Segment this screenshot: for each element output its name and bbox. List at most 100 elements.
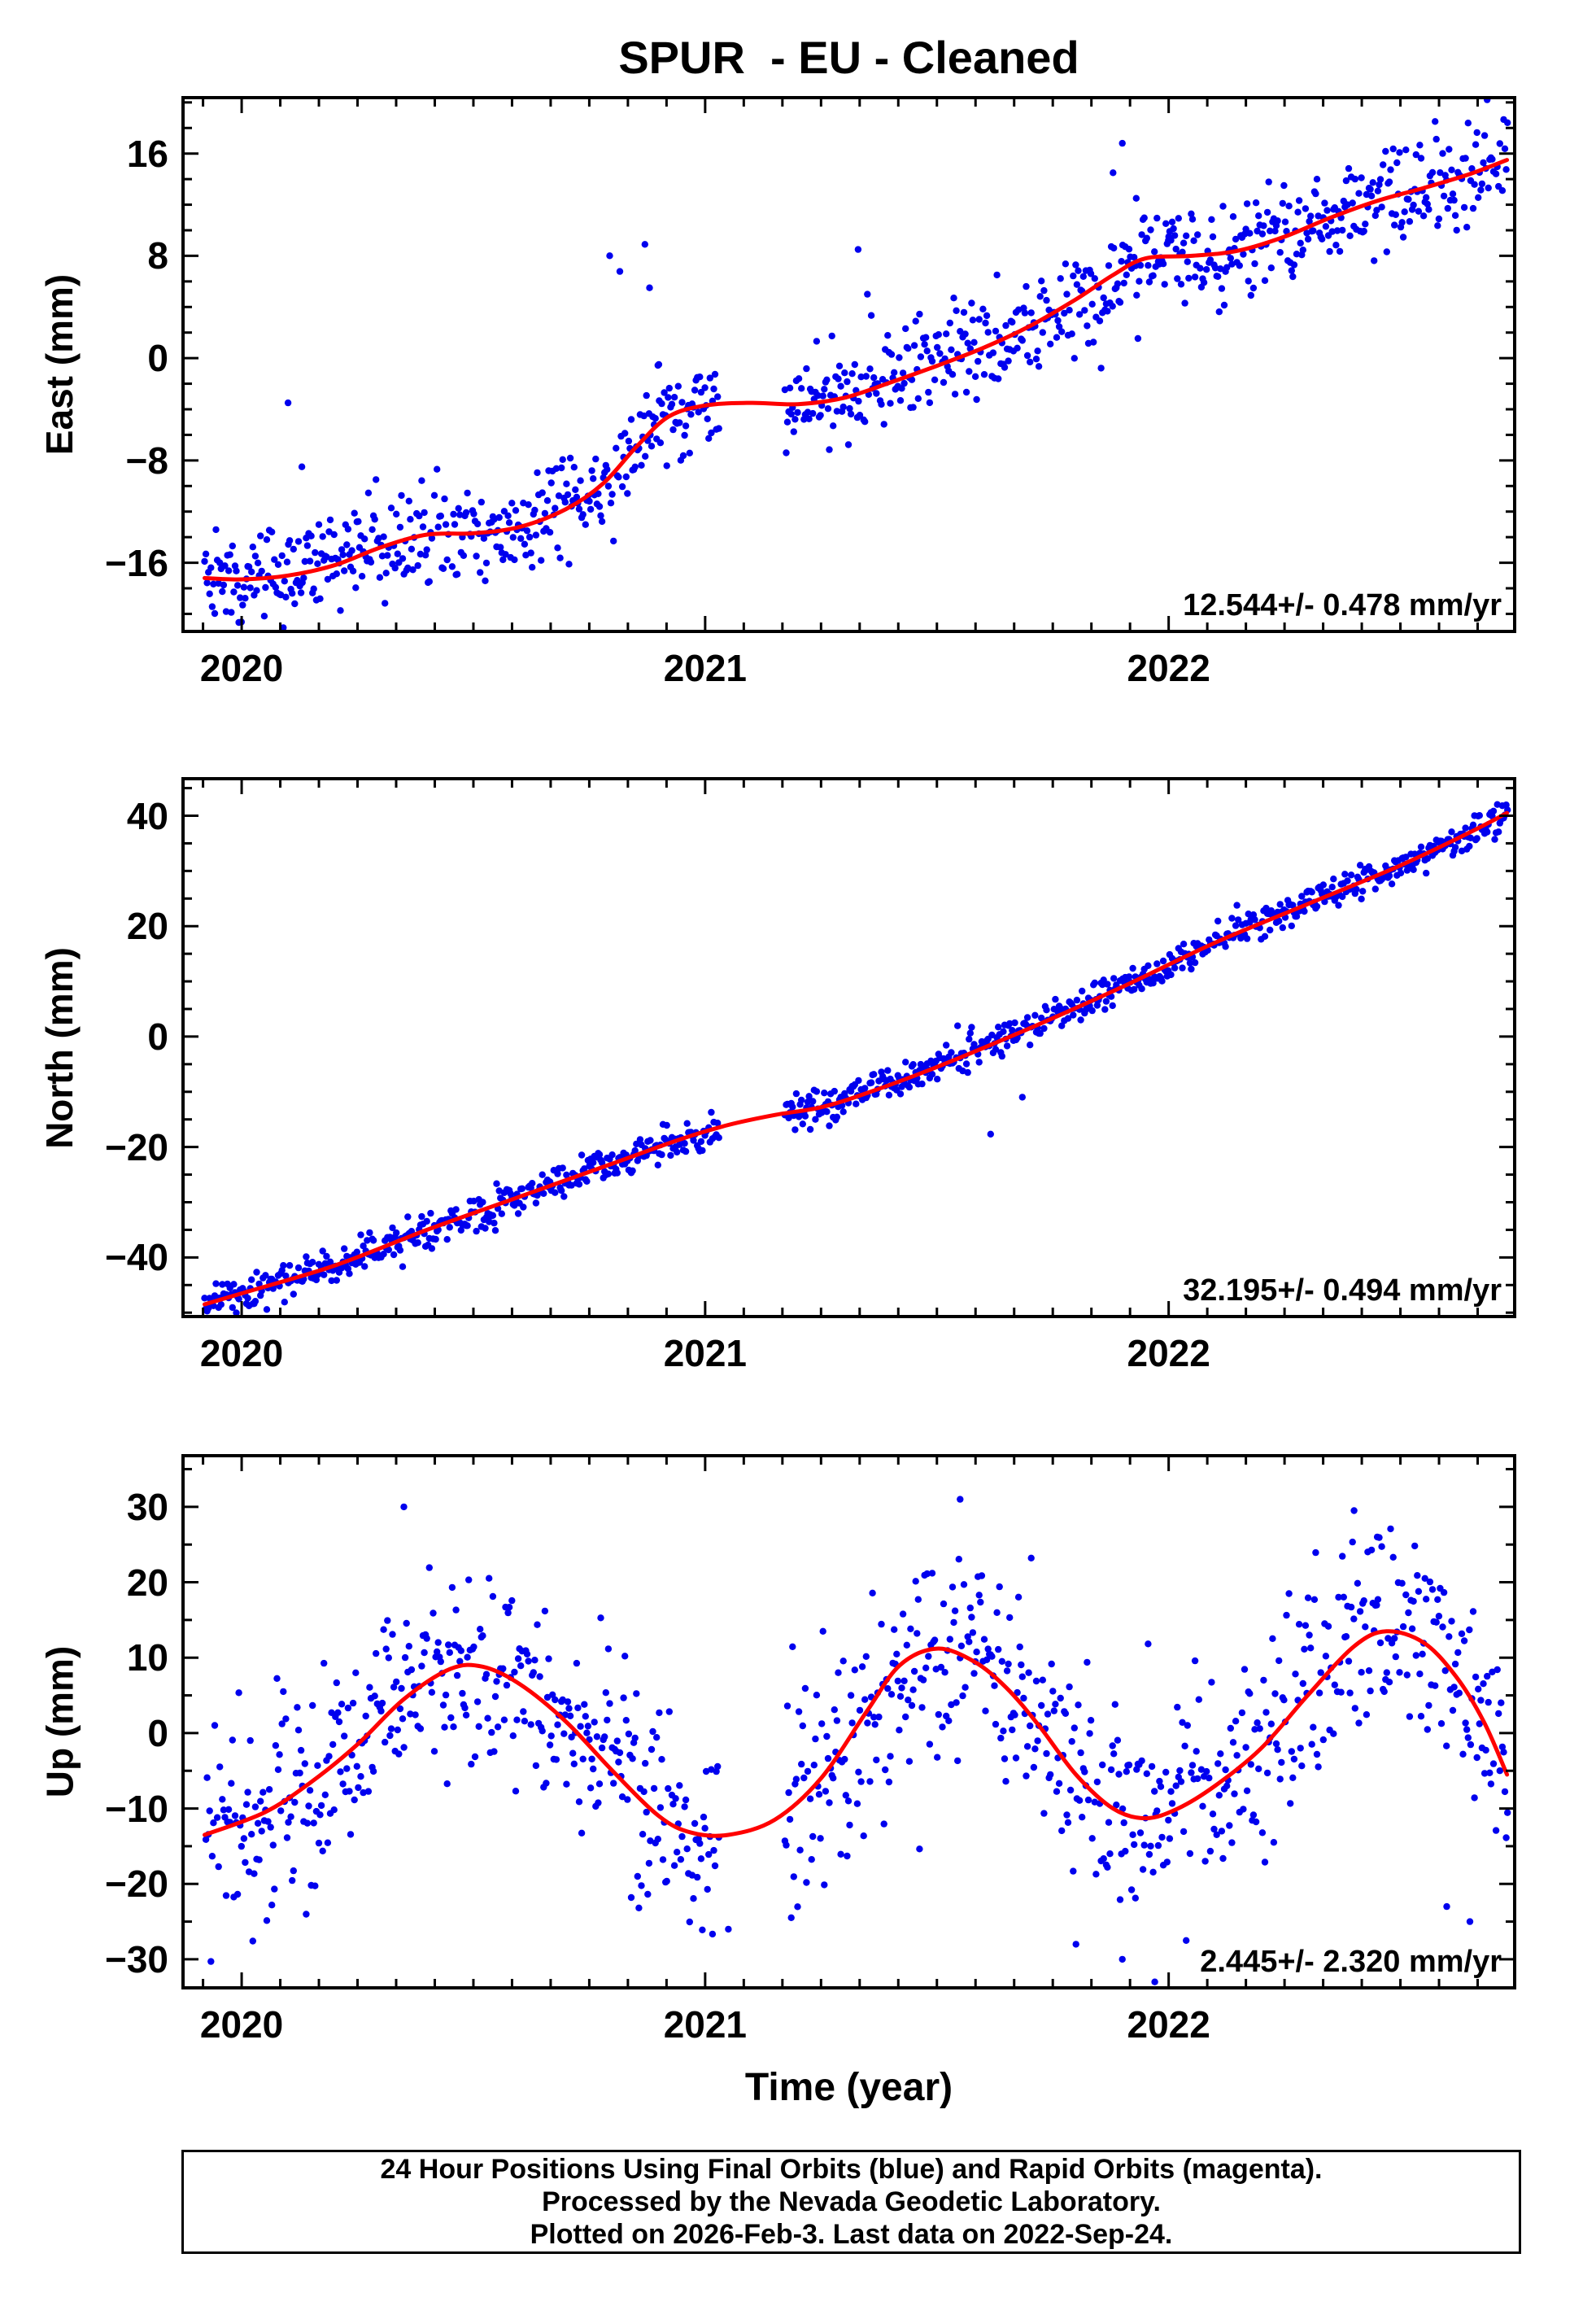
- data-point: [1249, 284, 1258, 292]
- data-point: [1258, 230, 1267, 238]
- data-point: [1005, 1660, 1012, 1668]
- footer-line-orbits: 24 Hour Positions Using Final Orbits (bl…: [380, 2153, 1323, 2185]
- data-point: [1263, 208, 1271, 216]
- data-point: [590, 1159, 597, 1166]
- data-point: [280, 1262, 287, 1269]
- data-point: [1123, 271, 1131, 278]
- data-point: [1371, 885, 1380, 893]
- data-point: [783, 449, 790, 456]
- data-point: [795, 1113, 803, 1120]
- data-point: [382, 570, 390, 577]
- data-point: [1346, 1689, 1354, 1697]
- data-point: [1484, 1672, 1491, 1680]
- data-point: [1290, 261, 1298, 269]
- data-point: [642, 452, 649, 460]
- data-point: [267, 1823, 274, 1831]
- data-point: [1289, 273, 1297, 281]
- data-point: [1063, 1811, 1071, 1819]
- data-point: [638, 1882, 645, 1889]
- data-point: [343, 541, 351, 548]
- data-point: [1222, 943, 1229, 950]
- data-point: [708, 429, 715, 437]
- data-point: [1174, 1703, 1181, 1711]
- data-point: [674, 382, 682, 390]
- data-point: [369, 1767, 377, 1775]
- data-point: [448, 1583, 456, 1592]
- data-point: [1391, 221, 1398, 229]
- data-point: [1424, 855, 1432, 863]
- data-point: [1489, 807, 1498, 815]
- data-point: [873, 1756, 880, 1764]
- data-point: [428, 1245, 436, 1252]
- data-point: [511, 556, 518, 564]
- data-point: [500, 1716, 508, 1723]
- data-point: [437, 512, 444, 520]
- data-point: [349, 567, 357, 574]
- data-point: [543, 1780, 550, 1787]
- data-point: [416, 512, 423, 520]
- east-axis-title: East (mm): [38, 273, 81, 456]
- data-point: [577, 1723, 584, 1730]
- data-point: [1254, 1719, 1261, 1727]
- data-point: [1363, 1711, 1371, 1719]
- data-point: [1232, 922, 1240, 929]
- data-point: [987, 1130, 994, 1138]
- data-point: [1464, 1734, 1472, 1741]
- data-point: [393, 510, 400, 518]
- data-point: [1484, 98, 1491, 103]
- data-point: [1014, 1688, 1021, 1697]
- data-point: [1498, 1699, 1505, 1706]
- data-point: [1030, 1763, 1038, 1771]
- east-axes-frame: [181, 96, 1516, 633]
- data-point: [1385, 1679, 1393, 1686]
- data-point: [421, 509, 428, 517]
- data-point: [274, 561, 282, 568]
- data-point: [1376, 1639, 1385, 1647]
- data-point: [1113, 1802, 1120, 1809]
- data-point: [1464, 120, 1472, 127]
- data-point: [430, 1609, 437, 1617]
- data-point: [560, 1193, 568, 1200]
- data-point: [251, 552, 259, 560]
- data-point: [682, 1796, 690, 1804]
- data-point: [321, 1791, 329, 1798]
- data-point: [246, 1736, 254, 1745]
- data-point: [278, 552, 286, 560]
- data-point: [813, 1692, 821, 1699]
- data-point: [338, 546, 346, 553]
- data-point: [334, 1709, 342, 1716]
- data-point: [839, 1108, 847, 1116]
- east-y-tick-label: 16: [126, 132, 168, 175]
- data-point: [960, 1581, 968, 1588]
- data-point: [285, 1819, 292, 1826]
- outlier-point: [864, 290, 871, 298]
- data-point: [1177, 1778, 1185, 1785]
- data-point: [1475, 194, 1482, 201]
- data-point: [810, 1762, 818, 1769]
- data-point: [371, 1692, 378, 1700]
- up-x-tick-label: 2020: [199, 2003, 284, 2046]
- data-point: [1345, 1657, 1353, 1665]
- data-point: [394, 1726, 401, 1734]
- data-point: [1133, 291, 1140, 299]
- up-y-tick-label: 0: [147, 1711, 168, 1754]
- data-point: [975, 357, 982, 365]
- data-point: [491, 1748, 498, 1755]
- data-point: [616, 1749, 624, 1757]
- data-point: [613, 444, 620, 452]
- data-point: [1294, 208, 1302, 216]
- data-point: [1376, 176, 1385, 183]
- data-point: [1143, 1770, 1151, 1777]
- data-point: [502, 551, 509, 558]
- data-point: [1435, 1613, 1443, 1620]
- data-point: [1093, 1002, 1101, 1009]
- outlier-point: [298, 463, 306, 470]
- data-point: [595, 1151, 604, 1159]
- data-point: [1351, 175, 1359, 183]
- data-point: [262, 583, 269, 592]
- data-point: [894, 1677, 901, 1685]
- data-point: [678, 1832, 686, 1841]
- data-point: [352, 1669, 360, 1676]
- plot-title: SPUR - EU - Cleaned: [618, 32, 1079, 83]
- data-point: [575, 1798, 583, 1806]
